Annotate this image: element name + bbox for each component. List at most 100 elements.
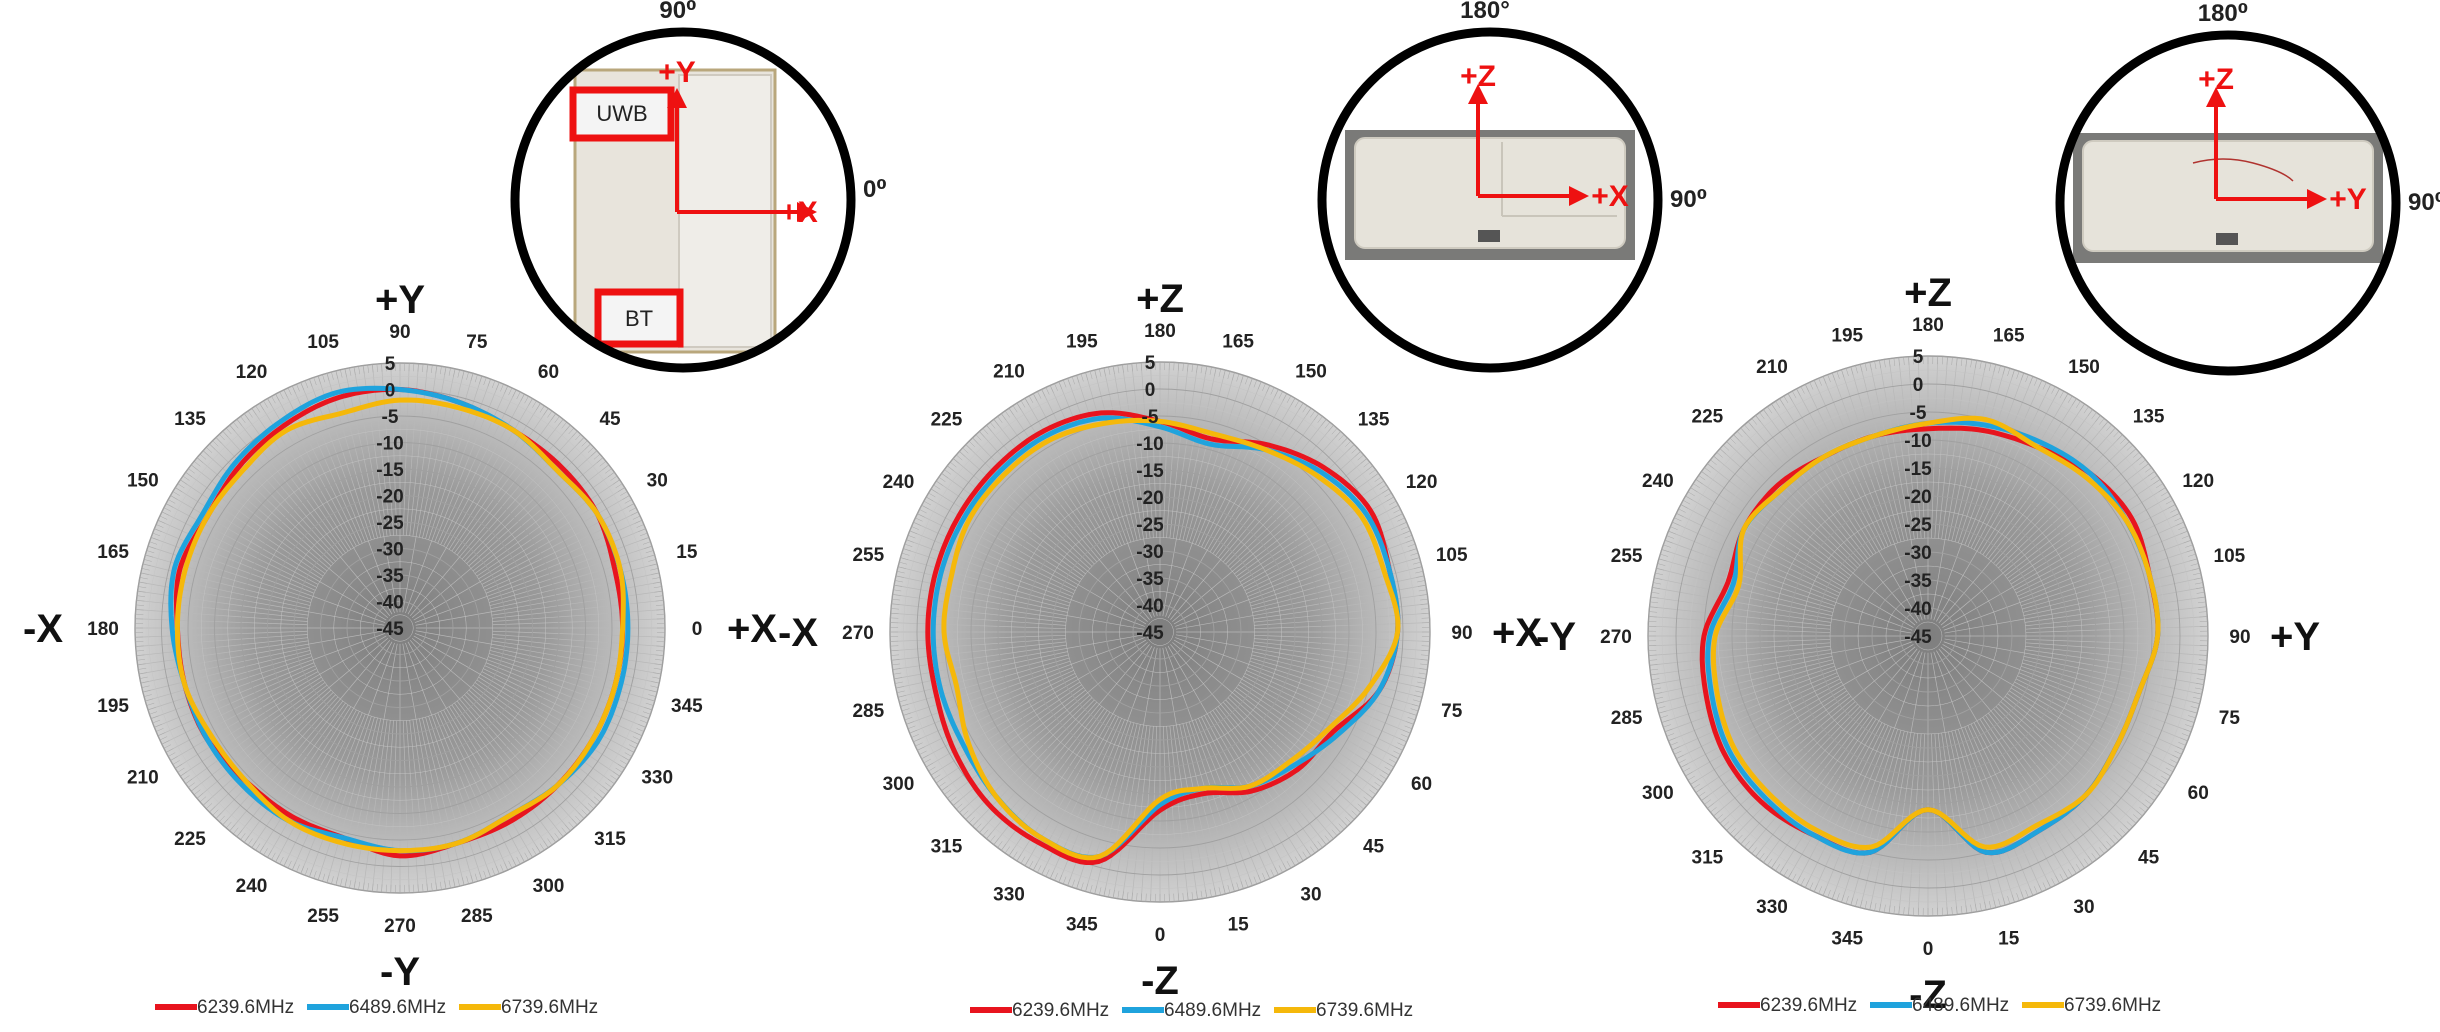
angle-label: 120 bbox=[236, 362, 268, 383]
axis-left-label: -Y bbox=[1536, 615, 1576, 659]
radial-tick-label: -40 bbox=[376, 593, 403, 614]
angle-label: 240 bbox=[883, 472, 915, 493]
angle-label: 105 bbox=[307, 332, 339, 353]
radial-tick-label: -30 bbox=[1904, 543, 1931, 564]
angle-label: 30 bbox=[647, 471, 668, 492]
angle-label: 45 bbox=[1363, 837, 1385, 858]
axis-top-label: +Z bbox=[1136, 277, 1184, 321]
legend-label: 6739.6MHz bbox=[501, 997, 598, 1018]
radial-tick-label: 5 bbox=[1913, 347, 1924, 368]
angle-label: 195 bbox=[97, 696, 129, 717]
angle-label: 45 bbox=[599, 409, 621, 430]
radial-tick-label: -10 bbox=[1904, 431, 1931, 452]
radial-tick-label: 0 bbox=[1913, 375, 1924, 396]
angle-label: 255 bbox=[852, 545, 884, 566]
angle-label: 150 bbox=[127, 471, 159, 492]
angle-label: 225 bbox=[174, 829, 206, 850]
angle-label: 0 bbox=[1923, 939, 1934, 960]
radial-tick-label: -20 bbox=[376, 487, 403, 508]
inset-right-angle: 0⁰ bbox=[863, 176, 887, 203]
angle-label: 15 bbox=[1228, 915, 1250, 936]
angle-label: 60 bbox=[2188, 783, 2209, 804]
angle-label: 315 bbox=[931, 837, 963, 858]
angle-label: 60 bbox=[538, 362, 559, 383]
axis-right-label: +Y bbox=[2270, 615, 2320, 659]
uwb-label: UWB bbox=[596, 101, 647, 126]
legend-label: 6489.6MHz bbox=[1912, 995, 2009, 1016]
radial-tick-label: -10 bbox=[1136, 434, 1163, 455]
legend-label: 6239.6MHz bbox=[1760, 995, 1857, 1016]
angle-label: 165 bbox=[97, 542, 129, 563]
angle-label: 225 bbox=[931, 409, 963, 430]
angle-label: 240 bbox=[236, 876, 268, 897]
radial-tick-label: 5 bbox=[385, 354, 396, 375]
bt-label: BT bbox=[625, 306, 653, 331]
angle-label: 135 bbox=[174, 409, 206, 430]
angle-label: 180 bbox=[1912, 315, 1944, 336]
axis-right-label: +X bbox=[1591, 180, 1629, 213]
legend-label: 6489.6MHz bbox=[1164, 1000, 1261, 1021]
legend-2: 6239.6MHz 6489.6MHz 6739.6MHz bbox=[970, 1000, 1413, 1021]
angle-label: 45 bbox=[2138, 848, 2160, 869]
angle-label: 300 bbox=[883, 774, 915, 795]
axis-right-label: +Y bbox=[2329, 183, 2367, 216]
angle-label: 0 bbox=[1155, 925, 1166, 946]
axis-left-label: -X bbox=[778, 611, 818, 655]
angle-label: 165 bbox=[1993, 326, 2025, 347]
inset-top-angle: 180⁰ bbox=[2198, 0, 2249, 27]
radial-tick-label: -25 bbox=[1136, 515, 1164, 536]
angle-label: 225 bbox=[1692, 406, 1724, 427]
angle-label: 60 bbox=[1411, 774, 1432, 795]
radial-tick-label: -15 bbox=[376, 460, 404, 481]
legend-label: 6739.6MHz bbox=[1316, 1000, 1413, 1021]
angle-label: 240 bbox=[1642, 471, 1674, 492]
angle-label: 105 bbox=[2214, 546, 2246, 567]
radial-tick-label: -15 bbox=[1136, 461, 1164, 482]
axis-bottom-label: -Z bbox=[1141, 959, 1179, 1003]
axis-left-label: -X bbox=[23, 607, 63, 651]
radial-tick-label: -35 bbox=[1904, 571, 1932, 592]
angle-label: 75 bbox=[2219, 708, 2241, 729]
angle-label: 120 bbox=[2182, 471, 2214, 492]
axis-right-label: +X bbox=[727, 607, 777, 651]
angle-label: 105 bbox=[1436, 545, 1468, 566]
angle-label: 330 bbox=[641, 768, 673, 789]
inset-right-angle: 90⁰ bbox=[2408, 189, 2440, 216]
radial-tick-label: -45 bbox=[1136, 623, 1164, 644]
polar-charts: 5 0 -5 -10 -15 -20 -25 -30 -35 -40 -45 0 15 30 45 60 75 9… bbox=[23, 271, 2320, 1017]
angle-label: 135 bbox=[1358, 409, 1390, 430]
radial-tick-label: -5 bbox=[1142, 407, 1159, 428]
angle-label: 270 bbox=[842, 623, 874, 644]
axis-up-label: +Y bbox=[658, 56, 696, 89]
angle-label: 90 bbox=[1451, 623, 1472, 644]
legend-label: 6489.6MHz bbox=[349, 997, 446, 1018]
radial-tick-label: -20 bbox=[1904, 487, 1931, 508]
angle-label: 195 bbox=[1066, 331, 1098, 352]
angle-label: 75 bbox=[466, 332, 488, 353]
radial-tick-label: -35 bbox=[376, 566, 404, 587]
radial-tick-label: -35 bbox=[1136, 569, 1164, 590]
axis-top-label: +Y bbox=[375, 278, 425, 322]
angle-label: 300 bbox=[1642, 783, 1674, 804]
angle-label: 30 bbox=[1300, 885, 1321, 906]
radial-tick-label: -5 bbox=[382, 407, 399, 428]
angle-label: 285 bbox=[1611, 708, 1643, 729]
angle-label: 345 bbox=[671, 696, 703, 717]
axis-bottom-label: -Y bbox=[380, 950, 420, 994]
radial-tick-label: -10 bbox=[376, 434, 403, 455]
inset-right-angle: 90⁰ bbox=[1670, 186, 1707, 213]
radial-tick-label: -20 bbox=[1136, 488, 1163, 509]
angle-label: 135 bbox=[2133, 406, 2165, 427]
radial-tick-label: -25 bbox=[1904, 515, 1932, 536]
angle-label: 330 bbox=[1756, 897, 1788, 918]
legend-label: 6239.6MHz bbox=[1012, 1000, 1109, 1021]
